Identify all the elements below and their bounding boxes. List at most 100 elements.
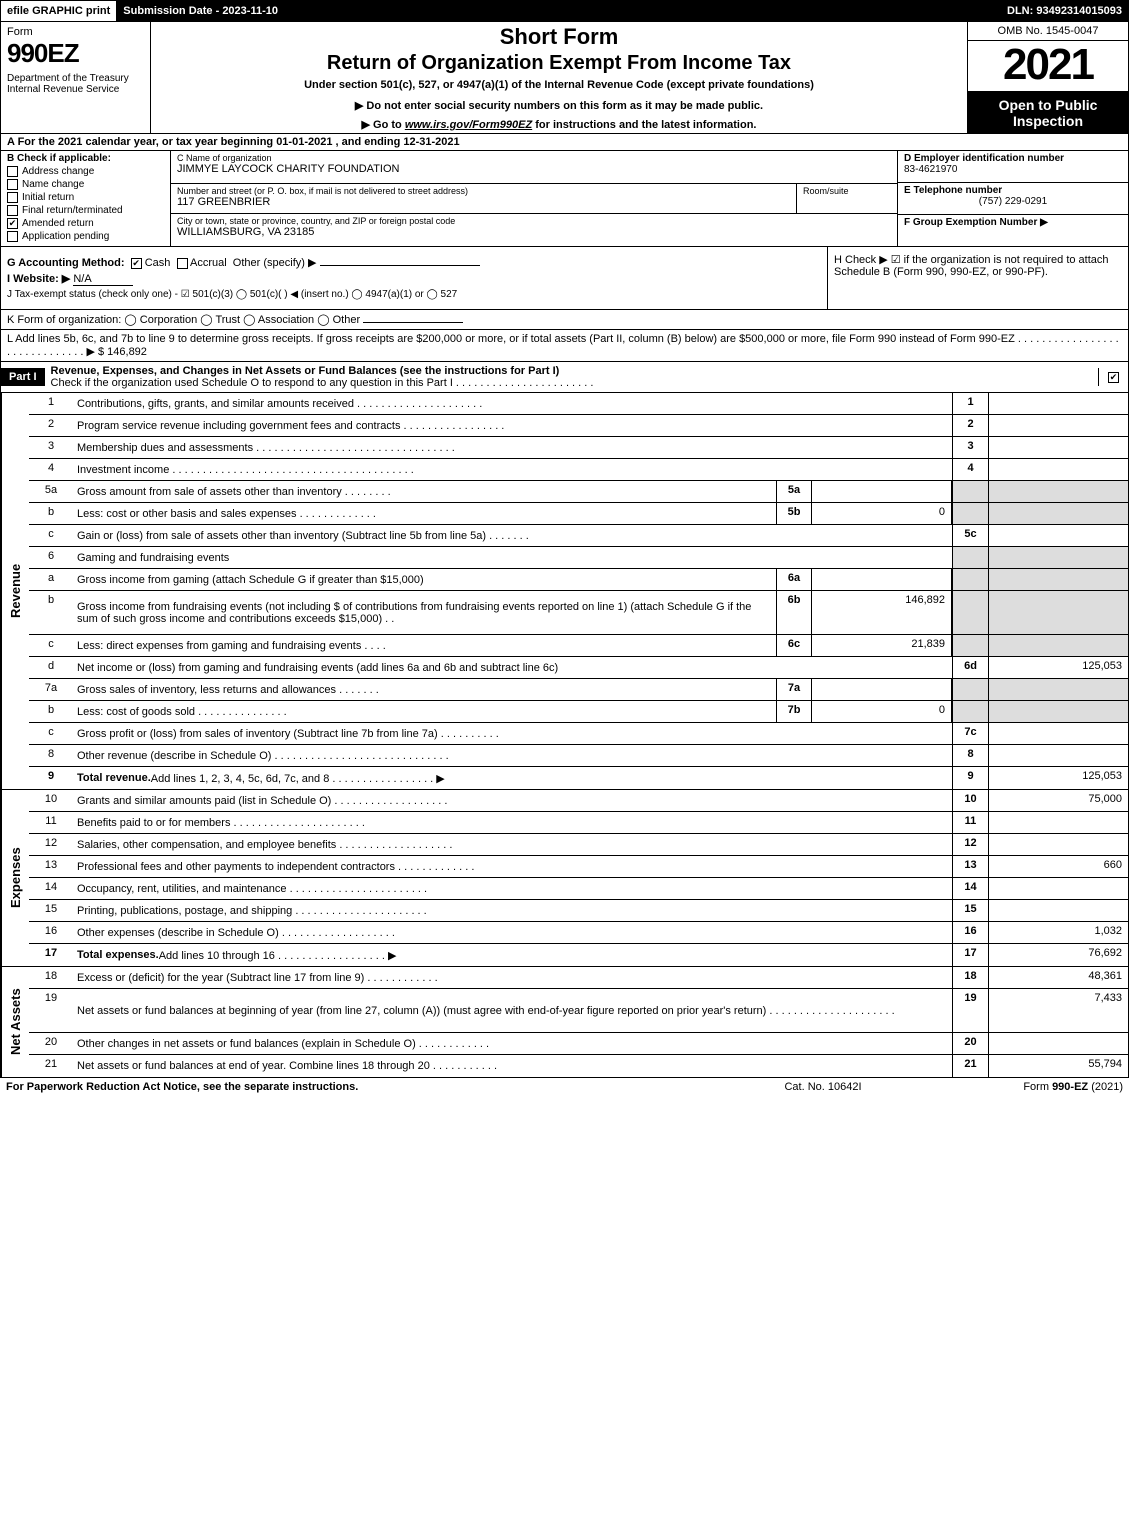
line-description: Occupancy, rent, utilities, and maintena… <box>73 878 952 899</box>
section-c: C Name of organization JIMMYE LAYCOCK CH… <box>171 151 898 246</box>
form-number: 990EZ <box>7 38 144 69</box>
k-other-input[interactable] <box>363 322 463 323</box>
line-description: Other expenses (describe in Schedule O) … <box>73 922 952 943</box>
right-line-number <box>952 481 988 502</box>
right-line-value: 125,053 <box>988 657 1128 678</box>
efile-label: efile GRAPHIC print <box>1 1 117 21</box>
part1-desc: Revenue, Expenses, and Changes in Net As… <box>45 362 1098 392</box>
right-line-value <box>988 723 1128 744</box>
checkbox-icon[interactable] <box>177 258 188 269</box>
line-description: Program service revenue including govern… <box>73 415 952 436</box>
right-line-number: 21 <box>952 1055 988 1077</box>
part1-check-line: Check if the organization used Schedule … <box>51 377 594 389</box>
line-number: 13 <box>29 856 73 877</box>
header-left: Form 990EZ Department of the Treasury In… <box>1 22 151 133</box>
mid-line-value: 0 <box>812 701 952 722</box>
right-line-number: 6d <box>952 657 988 678</box>
chk-amended-return[interactable]: Amended return <box>7 218 164 229</box>
right-line-number: 18 <box>952 967 988 988</box>
line-number: b <box>29 591 73 634</box>
table-row: 15Printing, publications, postage, and s… <box>29 900 1128 922</box>
right-line-number: 8 <box>952 745 988 766</box>
section-g: G Accounting Method: Cash Accrual Other … <box>7 256 821 269</box>
section-l: L Add lines 5b, 6c, and 7b to line 9 to … <box>1 330 1128 362</box>
line-description: Total revenue. Add lines 1, 2, 3, 4, 5c,… <box>73 767 952 789</box>
city-cell: City or town, state or province, country… <box>171 214 897 246</box>
line-number: 14 <box>29 878 73 899</box>
table-row: bLess: cost of goods sold . . . . . . . … <box>29 701 1128 723</box>
table-row: 14Occupancy, rent, utilities, and mainte… <box>29 878 1128 900</box>
checkbox-icon <box>7 166 18 177</box>
checkbox-icon <box>7 218 18 229</box>
line-number: 1 <box>29 393 73 414</box>
table-row: 18Excess or (deficit) for the year (Subt… <box>29 967 1128 989</box>
dln: DLN: 93492314015093 <box>1001 1 1128 21</box>
instructions-link: ▶ Go to www.irs.gov/Form990EZ for instru… <box>157 118 961 131</box>
table-row: 3Membership dues and assessments . . . .… <box>29 437 1128 459</box>
netassets-section: Net Assets 18Excess or (deficit) for the… <box>1 967 1128 1077</box>
table-row: 6Gaming and fundraising events <box>29 547 1128 569</box>
right-line-value: 76,692 <box>988 944 1128 966</box>
right-line-number: 4 <box>952 459 988 480</box>
mid-line-value <box>812 679 952 700</box>
line-number: 5a <box>29 481 73 502</box>
chk-application-pending[interactable]: Application pending <box>7 231 164 242</box>
city-label: City or town, state or province, country… <box>177 216 891 226</box>
line-number: 15 <box>29 900 73 921</box>
ein-cell: D Employer identification number 83-4621… <box>898 151 1128 183</box>
line-number: 18 <box>29 967 73 988</box>
tax-year: 2021 <box>968 41 1128 92</box>
part1-checkbox[interactable] <box>1098 368 1128 386</box>
chk-address-change[interactable]: Address change <box>7 166 164 177</box>
tel-label: E Telephone number <box>904 185 1122 196</box>
section-k: K Form of organization: ◯ Corporation ◯ … <box>1 310 1128 330</box>
city: WILLIAMSBURG, VA 23185 <box>177 226 891 238</box>
line-number: 6 <box>29 547 73 568</box>
link-post: for instructions and the latest informat… <box>532 119 756 131</box>
line-description: Professional fees and other payments to … <box>73 856 952 877</box>
right-line-value <box>988 635 1128 656</box>
g-other-input[interactable] <box>320 265 480 266</box>
right-line-number: 20 <box>952 1033 988 1054</box>
link-pre: ▶ Go to <box>362 119 405 131</box>
irs-link[interactable]: www.irs.gov/Form990EZ <box>405 119 532 131</box>
group-exemption-cell: F Group Exemption Number ▶ <box>898 215 1128 246</box>
line-number: 2 <box>29 415 73 436</box>
line-number: 3 <box>29 437 73 458</box>
chk-final-return[interactable]: Final return/terminated <box>7 205 164 216</box>
right-line-number: 19 <box>952 989 988 1032</box>
expenses-rows: 10Grants and similar amounts paid (list … <box>29 790 1128 966</box>
open-to-public: Open to Public Inspection <box>968 92 1128 133</box>
chk-label: Final return/terminated <box>22 205 123 216</box>
line-description: Total expenses. Add lines 10 through 16 … <box>73 944 952 966</box>
line-number: 8 <box>29 745 73 766</box>
right-line-value <box>988 481 1128 502</box>
chk-initial-return[interactable]: Initial return <box>7 192 164 203</box>
netassets-label: Net Assets <box>1 967 29 1077</box>
right-line-number <box>952 569 988 590</box>
top-bar: efile GRAPHIC print Submission Date - 20… <box>0 0 1129 22</box>
chk-label: Name change <box>22 179 84 190</box>
line-number: b <box>29 503 73 524</box>
right-line-value <box>988 547 1128 568</box>
right-line-number: 14 <box>952 878 988 899</box>
checkbox-icon[interactable] <box>131 258 142 269</box>
header-right: OMB No. 1545-0047 2021 Open to Public In… <box>968 22 1128 133</box>
ein: 83-4621970 <box>904 164 1122 175</box>
form-header: Form 990EZ Department of the Treasury In… <box>1 22 1128 134</box>
under-section: Under section 501(c), 527, or 4947(a)(1)… <box>157 79 961 91</box>
line-description: Membership dues and assessments . . . . … <box>73 437 952 458</box>
right-line-number <box>952 547 988 568</box>
page-footer: For Paperwork Reduction Act Notice, see … <box>0 1078 1129 1096</box>
line-number: 16 <box>29 922 73 943</box>
chk-label: Amended return <box>22 218 94 229</box>
gh-left: G Accounting Method: Cash Accrual Other … <box>1 247 828 309</box>
table-row: 10Grants and similar amounts paid (list … <box>29 790 1128 812</box>
line-description: Net assets or fund balances at end of ye… <box>73 1055 952 1077</box>
table-row: 11Benefits paid to or for members . . . … <box>29 812 1128 834</box>
line-description: Gross income from gaming (attach Schedul… <box>73 569 776 590</box>
right-line-number: 11 <box>952 812 988 833</box>
org-name-label: C Name of organization <box>177 153 891 163</box>
chk-name-change[interactable]: Name change <box>7 179 164 190</box>
footer-center: Cat. No. 10642I <box>723 1081 923 1093</box>
